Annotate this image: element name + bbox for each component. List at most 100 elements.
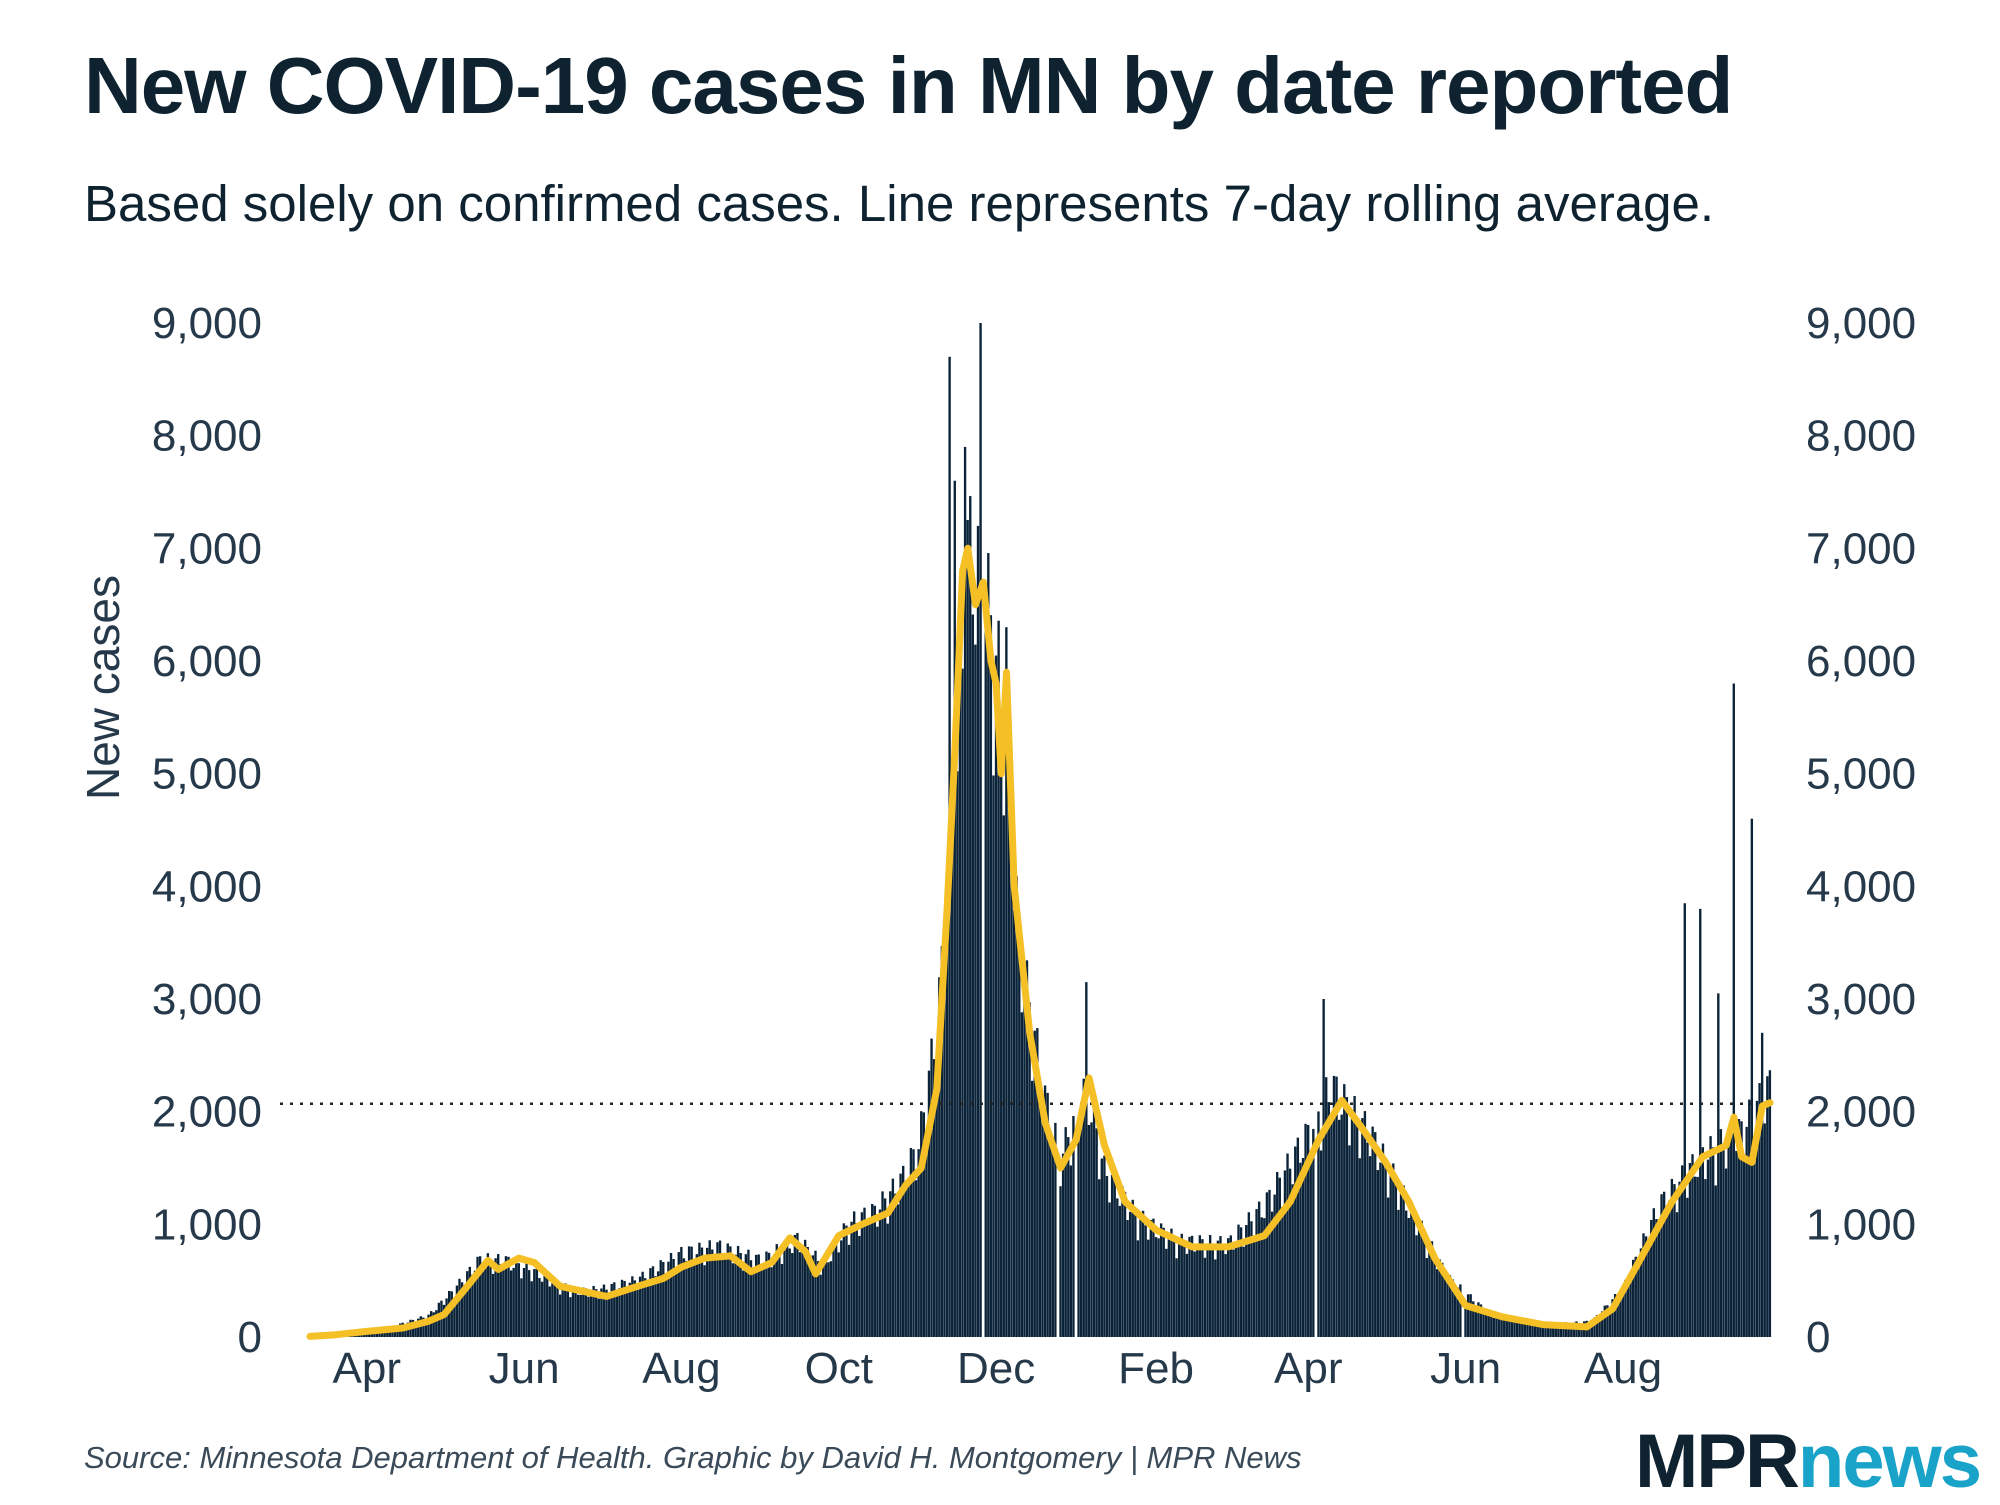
bar xyxy=(500,1264,502,1337)
bar xyxy=(1647,1248,1649,1337)
bar xyxy=(827,1262,829,1337)
bar xyxy=(1013,910,1015,1337)
bar xyxy=(636,1290,638,1337)
bar xyxy=(959,661,961,1337)
bar xyxy=(1436,1269,1438,1337)
bar xyxy=(1183,1246,1185,1337)
bar xyxy=(693,1261,695,1337)
bar xyxy=(819,1275,821,1337)
bar xyxy=(1673,1184,1675,1337)
chart-area: 01,0002,0003,0004,0005,0006,0007,0008,00… xyxy=(0,0,2000,1420)
bar xyxy=(1041,1115,1043,1337)
bar xyxy=(574,1288,576,1337)
bar xyxy=(1351,1115,1353,1337)
bar xyxy=(1678,1182,1680,1337)
bar xyxy=(1413,1209,1415,1337)
bar xyxy=(1686,1198,1688,1337)
bar xyxy=(752,1268,754,1337)
y-tick-label-left: 9,000 xyxy=(152,299,262,348)
bar xyxy=(1137,1240,1139,1337)
bar xyxy=(1766,1076,1768,1337)
bar xyxy=(1124,1192,1126,1337)
bar xyxy=(1691,1154,1693,1337)
bar xyxy=(1227,1238,1229,1337)
bar xyxy=(907,1178,909,1337)
bar xyxy=(1188,1237,1190,1337)
bar xyxy=(1428,1243,1430,1337)
bar xyxy=(794,1235,796,1337)
bar xyxy=(1049,1139,1051,1337)
bars-group xyxy=(309,323,1771,1337)
bar xyxy=(714,1260,716,1337)
bar xyxy=(1397,1210,1399,1337)
bar xyxy=(1155,1237,1157,1337)
bar xyxy=(977,526,979,1337)
bar xyxy=(724,1256,726,1337)
bar xyxy=(781,1264,783,1337)
bar xyxy=(680,1247,682,1337)
bar xyxy=(1199,1235,1201,1337)
bar xyxy=(920,1111,922,1337)
bar xyxy=(1088,1125,1090,1337)
bar xyxy=(1116,1198,1118,1337)
x-tick-label: Aug xyxy=(1584,1344,1662,1393)
bar xyxy=(956,771,958,1337)
bar xyxy=(1418,1229,1420,1337)
bar xyxy=(608,1294,610,1337)
logo-mpr: MPR xyxy=(1635,1419,1798,1504)
y-ticks-left: 01,0002,0003,0004,0005,0006,0007,0008,00… xyxy=(152,299,262,1362)
bar xyxy=(1129,1212,1131,1337)
bar xyxy=(1415,1235,1417,1337)
bar xyxy=(1173,1238,1175,1337)
source-note: Source: Minnesota Department of Health. … xyxy=(84,1440,1302,1476)
bar xyxy=(1152,1219,1154,1337)
bar xyxy=(1735,1151,1737,1337)
bar xyxy=(1031,1081,1033,1337)
y-tick-label-left: 0 xyxy=(238,1313,262,1362)
y-tick-label-left: 1,000 xyxy=(152,1200,262,1249)
bar xyxy=(1402,1185,1404,1337)
y-tick-label-left: 6,000 xyxy=(152,637,262,686)
bar xyxy=(850,1222,852,1337)
bar xyxy=(1297,1138,1299,1337)
bar xyxy=(1322,999,1324,1337)
bar xyxy=(1204,1258,1206,1337)
bar xyxy=(760,1268,762,1337)
bar xyxy=(1702,1147,1704,1337)
bar xyxy=(1531,1325,1533,1337)
bar xyxy=(559,1294,561,1337)
bar xyxy=(1134,1212,1136,1337)
bar xyxy=(1761,1033,1763,1337)
bar xyxy=(567,1290,569,1337)
x-tick-label: Apr xyxy=(1274,1344,1342,1393)
bar xyxy=(660,1260,662,1337)
bar xyxy=(543,1273,545,1337)
bar xyxy=(670,1253,672,1337)
y-tick-label-left: 7,000 xyxy=(152,524,262,573)
bar xyxy=(1658,1220,1660,1337)
bar xyxy=(1689,1163,1691,1337)
bar xyxy=(1304,1124,1306,1337)
bar xyxy=(1062,1154,1064,1337)
bar xyxy=(1163,1228,1165,1337)
bar xyxy=(647,1281,649,1337)
bar xyxy=(946,934,948,1337)
bar xyxy=(1175,1258,1177,1337)
bar xyxy=(1348,1145,1350,1337)
bar xyxy=(1343,1084,1345,1337)
bar xyxy=(569,1297,571,1337)
bar xyxy=(1707,1160,1709,1337)
bar xyxy=(1325,1077,1327,1337)
bar xyxy=(451,1291,453,1337)
bar xyxy=(990,615,992,1337)
bar xyxy=(1356,1119,1358,1337)
y-tick-label-left: 8,000 xyxy=(152,412,262,461)
bar xyxy=(551,1283,553,1337)
bar xyxy=(1676,1212,1678,1337)
bar xyxy=(1521,1322,1523,1337)
bar xyxy=(861,1212,863,1337)
bar xyxy=(1186,1254,1188,1337)
y-tick-label-right: 6,000 xyxy=(1806,637,1916,686)
bar xyxy=(711,1249,713,1337)
